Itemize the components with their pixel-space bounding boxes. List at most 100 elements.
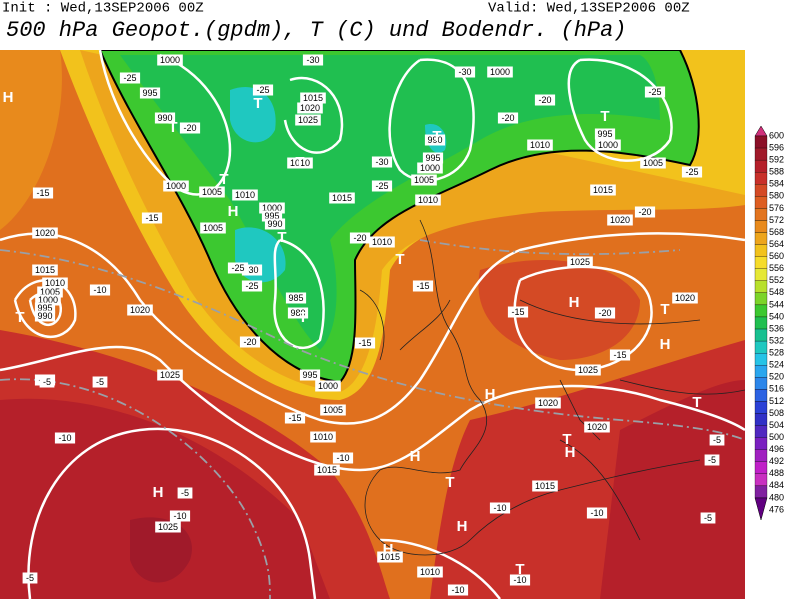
colorbar-label: 504	[769, 420, 784, 430]
temperature-label: -25	[648, 87, 661, 97]
temperature-label-box	[39, 376, 55, 388]
temperature-label-box	[89, 284, 111, 296]
isobar-label: 1000	[166, 181, 186, 191]
temperature-label-box	[447, 584, 469, 596]
temperature-label-box	[497, 112, 519, 124]
isobar-label-box	[287, 307, 309, 319]
temperature-label: -30	[375, 157, 388, 167]
temperature-label-box	[239, 336, 261, 348]
isobar-label-box	[377, 551, 403, 563]
isobar-label-box	[297, 102, 323, 114]
isobar-label: 1020	[538, 398, 558, 408]
isobar-label-box	[487, 66, 513, 78]
colorbar-label: 552	[769, 275, 784, 285]
colorbar-band	[754, 280, 768, 293]
temperature-label: -25	[231, 263, 244, 273]
isobar-label: 1020	[675, 293, 695, 303]
isobar-label-box	[34, 302, 56, 314]
isobar-label: 1000	[318, 381, 338, 391]
valid-time: Valid: Wed,13SEP2006 00Z	[488, 1, 690, 17]
isobar-label-box	[640, 157, 666, 169]
colorbar-cap	[754, 125, 768, 137]
pressure-center: T	[515, 561, 524, 578]
pressure-center: H	[228, 203, 239, 220]
temperature-label-box	[241, 264, 263, 276]
isobar-label: 1015	[535, 481, 555, 491]
temperature-label: -20	[598, 308, 611, 318]
isobar-label: 1005	[203, 223, 223, 233]
isobar-label: 1015	[593, 185, 613, 195]
isobar-label: 1005	[323, 405, 343, 415]
colorbar-label: 580	[769, 191, 784, 201]
temperature-label: -20	[353, 233, 366, 243]
isobar-label-box	[154, 112, 176, 124]
colorbar-label: 520	[769, 372, 784, 382]
pressure-center: T	[692, 394, 701, 411]
pressure-center: T	[168, 119, 177, 136]
colorbar-band	[754, 208, 768, 221]
colorbar-band	[754, 184, 768, 197]
isobar-label-box	[310, 431, 336, 443]
temperature-label: -10	[336, 453, 349, 463]
isobar-label-box	[139, 87, 161, 99]
isobar-label: 1010	[372, 237, 392, 247]
isobar-label-box	[200, 222, 226, 234]
pressure-center: T	[600, 108, 609, 125]
colorbar-label: 488	[769, 468, 784, 478]
colorbar-band	[754, 377, 768, 390]
colorbar-band	[754, 135, 768, 149]
isobar-label-box	[590, 184, 616, 196]
temperature-label: -5	[704, 513, 712, 523]
pressure-center: T	[253, 95, 262, 112]
colorbar-label: 548	[769, 287, 784, 297]
isobar-label: 1015	[303, 93, 323, 103]
temperature-label: -10	[513, 575, 526, 585]
pressure-center: T	[395, 251, 404, 268]
isobar-label-box	[417, 162, 443, 174]
isobar-label-box	[594, 128, 616, 140]
colorbar-band	[754, 304, 768, 318]
isobar-label-box	[527, 139, 553, 151]
temperature-label: -10	[493, 503, 506, 513]
colorbar-band	[754, 159, 768, 173]
colorbar-label: 508	[769, 408, 784, 418]
isobar-label: 1020	[130, 305, 150, 315]
temperature-label: -15	[288, 413, 301, 423]
colorbar-band	[754, 172, 768, 185]
colorbar-band	[754, 147, 768, 161]
isobar-label-box	[295, 114, 321, 126]
temperature-label-box	[177, 487, 193, 499]
pressure-center: T	[445, 474, 454, 491]
colorbar-label: 568	[769, 227, 784, 237]
colorbar-cap	[754, 497, 768, 521]
isobar-label-box	[163, 180, 189, 192]
temperature-label-box	[412, 280, 434, 292]
pressure-center: H	[457, 518, 468, 535]
temperature-label-box	[594, 307, 616, 319]
isobar-label-box	[42, 277, 68, 289]
temperature-label-box	[119, 72, 141, 84]
isobar-label-box	[411, 174, 437, 186]
temperature-label: -15	[613, 350, 626, 360]
temperature-label-box	[302, 54, 324, 66]
colorbar-band	[754, 485, 768, 499]
isobar-label: 1025	[570, 257, 590, 267]
isobar-label-box	[32, 227, 58, 239]
temperature-label-box	[241, 280, 263, 292]
temperature-label-box	[509, 574, 531, 586]
map: 1000995990101510201025100099099510001005…	[0, 50, 745, 599]
colorbar-label: 524	[769, 360, 784, 370]
isobar-label: 995	[302, 370, 317, 380]
colorbar-label: 592	[769, 155, 784, 165]
colorbar-label: 512	[769, 396, 784, 406]
temperature-label-box	[227, 262, 249, 274]
isobar-label: 1010	[290, 158, 310, 168]
colorbar-band	[754, 461, 768, 474]
pressure-center: T	[295, 154, 304, 171]
colorbar-label: 528	[769, 348, 784, 358]
field	[600, 380, 745, 599]
isobar-label-box	[199, 186, 225, 198]
isobar-label: 1005	[643, 158, 663, 168]
isotherms	[0, 239, 745, 599]
